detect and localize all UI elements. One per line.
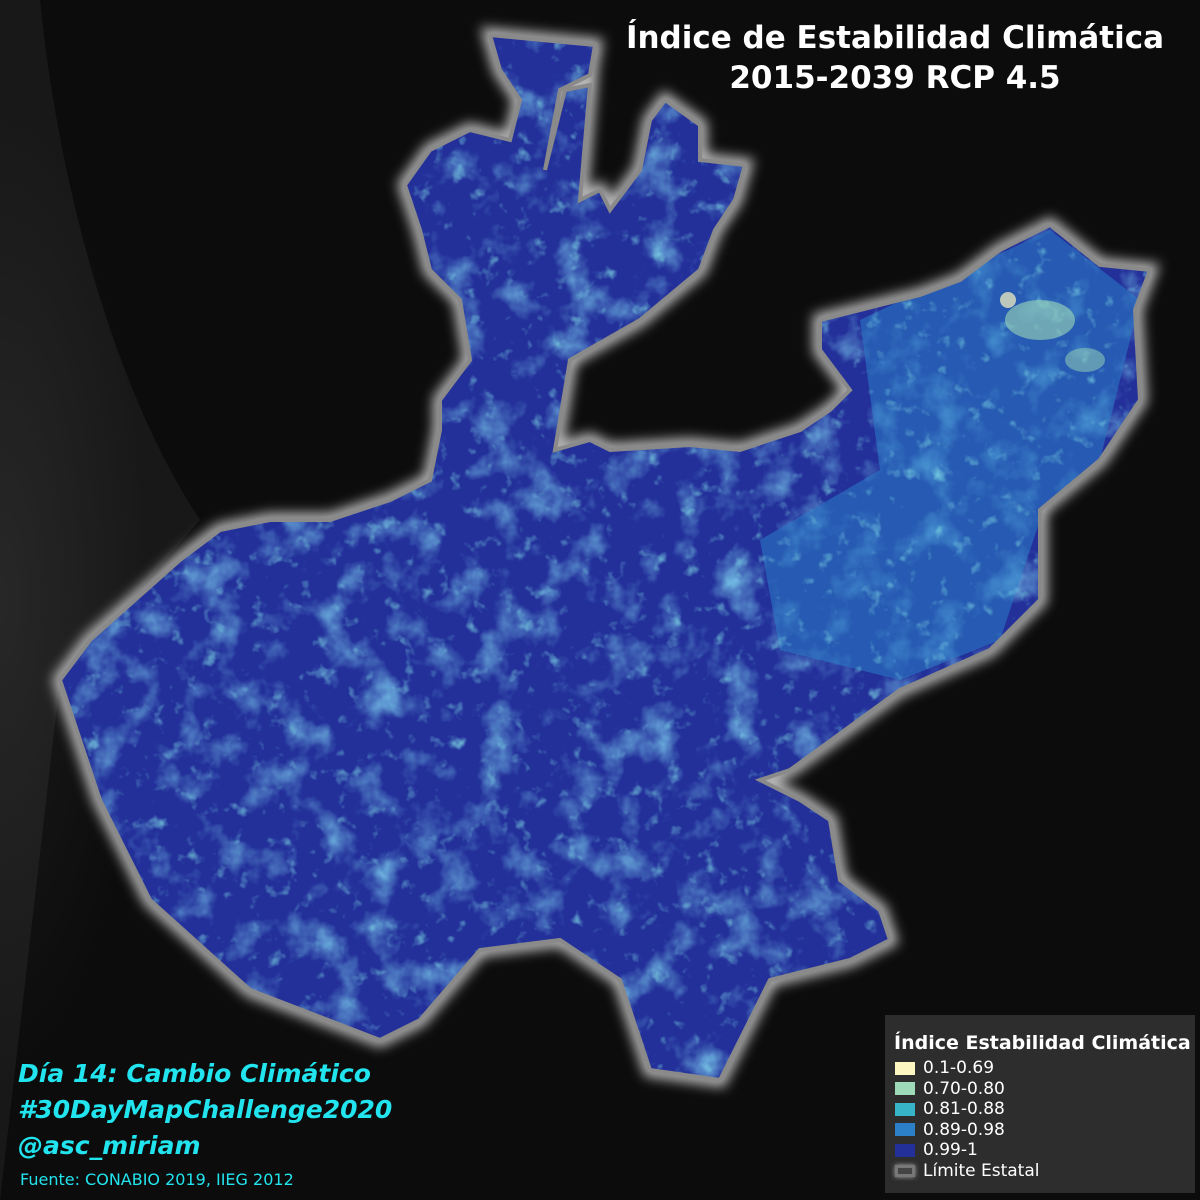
legend-swatch: [895, 1082, 915, 1096]
legend-item: 0.81-0.88: [895, 1099, 1195, 1120]
legend-label: 0.1-0.69: [923, 1058, 995, 1079]
credits-author: @asc_miriam: [18, 1131, 201, 1160]
boundary-swatch: [895, 1164, 915, 1177]
legend-swatch: [895, 1061, 915, 1075]
credits-day: Día 14: Cambio Climático: [18, 1059, 371, 1088]
legend-item: 0.1-0.69: [895, 1058, 1195, 1079]
legend-label: 0.89-0.98: [923, 1119, 1005, 1140]
title-line-1: Índice de Estabilidad Climática: [625, 20, 1165, 56]
legend-item: 0.70-0.80: [895, 1079, 1195, 1100]
legend-swatch: [895, 1143, 915, 1157]
credits: Día 14: Cambio Climático #30DayMapChalle…: [18, 1056, 392, 1164]
legend-label: 0.81-0.88: [923, 1099, 1005, 1120]
title-line-2: 2015-2039 RCP 4.5: [729, 60, 1061, 96]
map-title: Índice de Estabilidad Climática 2015-203…: [600, 18, 1190, 98]
legend-item: 0.89-0.98: [895, 1120, 1195, 1141]
legend-swatch: [895, 1102, 915, 1116]
credits-hashtag: #30DayMapChallenge2020: [18, 1095, 393, 1124]
legend-title: Índice Estabilidad Climática: [894, 1032, 1191, 1054]
legend-label: 0.99-1: [923, 1140, 978, 1161]
legend-label: Límite Estatal: [923, 1160, 1040, 1181]
source-text: Fuente: CONABIO 2019, IIEG 2012: [20, 1170, 294, 1189]
legend-swatch: [895, 1123, 915, 1137]
legend-item-boundary: Límite Estatal: [895, 1161, 1195, 1182]
legend-label: 0.70-0.80: [923, 1078, 1005, 1099]
legend-item: 0.99-1: [895, 1140, 1195, 1161]
legend: Índice Estabilidad Climática 0.1-0.69 0.7…: [885, 1015, 1195, 1193]
